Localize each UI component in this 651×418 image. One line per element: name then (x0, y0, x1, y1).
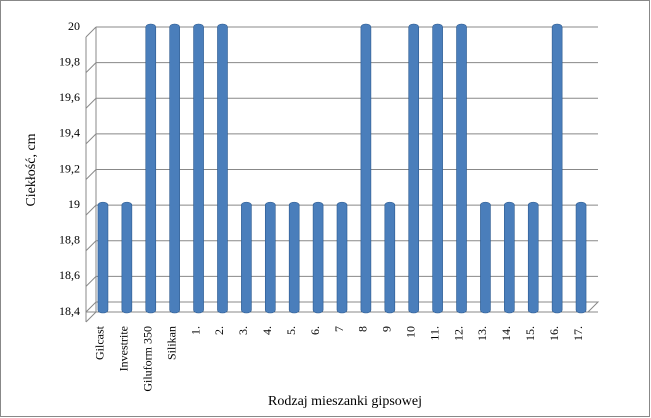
y-tick-label: 19 (68, 197, 80, 211)
x-tick-label: 6. (308, 326, 322, 335)
x-tick-label: 3. (236, 326, 250, 335)
bar (312, 201, 324, 314)
y-tick-label: 19,4 (59, 126, 80, 140)
bar (169, 23, 180, 314)
x-axis-label: Rodzaj mieszanki gipsowej (268, 394, 422, 409)
bar (241, 201, 252, 314)
bar (193, 23, 204, 314)
y-tick-label: 20 (68, 19, 80, 33)
x-tick-label: Investrite (117, 326, 131, 371)
x-tick-label: 10 (403, 326, 417, 338)
bar (551, 23, 563, 314)
grid-line-slant (85, 97, 97, 109)
y-tick-label: 19,6 (59, 90, 80, 104)
grid-line-slant (85, 169, 97, 180)
grid-line-slant (85, 26, 97, 38)
bar (336, 201, 348, 314)
grid-line-slant (85, 204, 97, 216)
bar (288, 201, 300, 314)
y-tick-label: 18,8 (59, 233, 80, 247)
bar (360, 23, 372, 314)
bar (456, 23, 467, 314)
y-tick-label: 18,4 (59, 304, 80, 318)
x-tick-label: 15. (523, 326, 537, 341)
x-tick-label: Gilcast (93, 325, 107, 360)
bar (575, 201, 587, 314)
x-tick-label: Silikan (164, 326, 178, 360)
bar (145, 23, 157, 314)
x-tick-label: 13. (475, 326, 489, 341)
bar (408, 23, 420, 314)
x-tick-label: 7 (332, 326, 346, 332)
bar (97, 201, 109, 314)
grid-line-slant (85, 276, 97, 287)
x-tick-label: 12. (451, 326, 465, 341)
bar (384, 201, 396, 314)
grid-line-slant (85, 311, 97, 323)
bar (264, 201, 276, 314)
x-tick-label: 1. (188, 326, 202, 335)
bar (121, 201, 133, 314)
y-axis-label: Ciekłość, cm (24, 133, 39, 206)
y-tick-label: 18,6 (59, 268, 80, 282)
x-tick-label: 17. (571, 326, 585, 341)
bar (504, 201, 515, 314)
x-tick-label: 9 (380, 326, 394, 332)
x-tick-label: Giluform 350 (141, 326, 155, 392)
x-tick-label: 11. (427, 326, 441, 341)
bar (527, 201, 539, 314)
grid-line-slant (85, 240, 97, 252)
y-tick-label: 19,8 (59, 54, 80, 68)
bar (480, 201, 491, 314)
x-tick-label: 16. (547, 326, 561, 341)
grid-line-slant (85, 62, 97, 73)
grid-line-slant (85, 133, 97, 145)
x-tick-label: 2. (212, 326, 226, 335)
bar (217, 23, 228, 314)
x-tick-label: 5. (284, 326, 298, 335)
x-tick-label: 4. (260, 326, 274, 335)
x-tick-label: 14. (499, 326, 513, 341)
bar (432, 23, 443, 314)
y-tick-label: 19,2 (59, 161, 80, 175)
x-tick-label: 8 (356, 326, 370, 332)
